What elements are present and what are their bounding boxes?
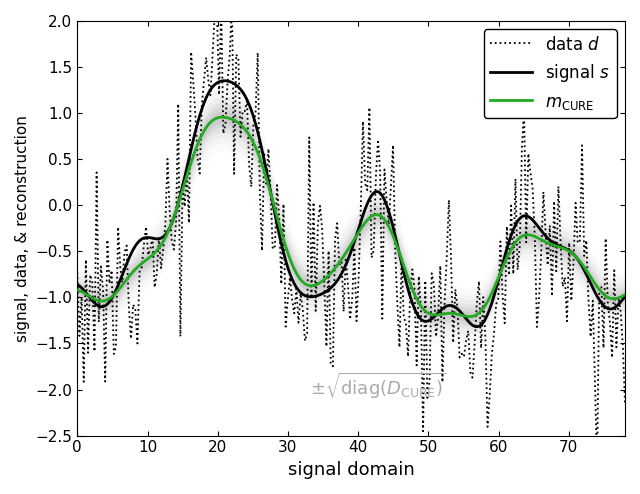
data $d$ xyxy=(314,221,322,227)
signal $s$ xyxy=(284,264,292,270)
Text: $\pm\sqrt{\mathrm{diag}(D_{\mathrm{CURE}})}$: $\pm\sqrt{\mathrm{diag}(D_{\mathrm{CURE}… xyxy=(310,370,447,401)
Legend: data $d$, signal $s$, $m_{\mathrm{CURE}}$: data $d$, signal $s$, $m_{\mathrm{CURE}}… xyxy=(484,29,617,119)
Line: data $d$: data $d$ xyxy=(77,0,625,467)
$m_{\mathrm{CURE}}$ xyxy=(284,250,292,256)
data $d$ xyxy=(248,184,255,190)
$m_{\mathrm{CURE}}$ xyxy=(467,314,474,320)
data $d$ xyxy=(284,297,292,303)
signal $s$ xyxy=(621,293,629,299)
$m_{\mathrm{CURE}}$ xyxy=(314,281,322,287)
data $d$ xyxy=(593,464,601,470)
signal $s$ xyxy=(220,78,227,83)
signal $s$ xyxy=(314,292,322,298)
signal $s$ xyxy=(522,213,530,219)
data $d$ xyxy=(228,0,236,3)
data $d$ xyxy=(74,270,81,276)
Y-axis label: signal, data, & reconstruction: signal, data, & reconstruction xyxy=(15,115,30,342)
signal $s$ xyxy=(278,241,285,247)
Line: signal $s$: signal $s$ xyxy=(77,81,625,327)
signal $s$ xyxy=(473,324,481,329)
$m_{\mathrm{CURE}}$ xyxy=(522,232,530,238)
signal $s$ xyxy=(74,282,81,288)
$m_{\mathrm{CURE}}$ xyxy=(220,114,227,120)
$m_{\mathrm{CURE}}$ xyxy=(621,292,629,298)
signal $s$ xyxy=(248,107,255,113)
data $d$ xyxy=(520,105,528,111)
$m_{\mathrm{CURE}}$ xyxy=(248,136,255,142)
X-axis label: signal domain: signal domain xyxy=(288,461,415,479)
$m_{\mathrm{CURE}}$ xyxy=(74,287,81,293)
Line: $m_{\mathrm{CURE}}$: $m_{\mathrm{CURE}}$ xyxy=(77,117,625,317)
$m_{\mathrm{CURE}}$ xyxy=(278,229,285,235)
data $d$ xyxy=(346,317,354,323)
signal $s$ xyxy=(346,251,354,257)
data $d$ xyxy=(278,281,285,287)
data $d$ xyxy=(621,401,629,407)
$m_{\mathrm{CURE}}$ xyxy=(346,244,354,249)
